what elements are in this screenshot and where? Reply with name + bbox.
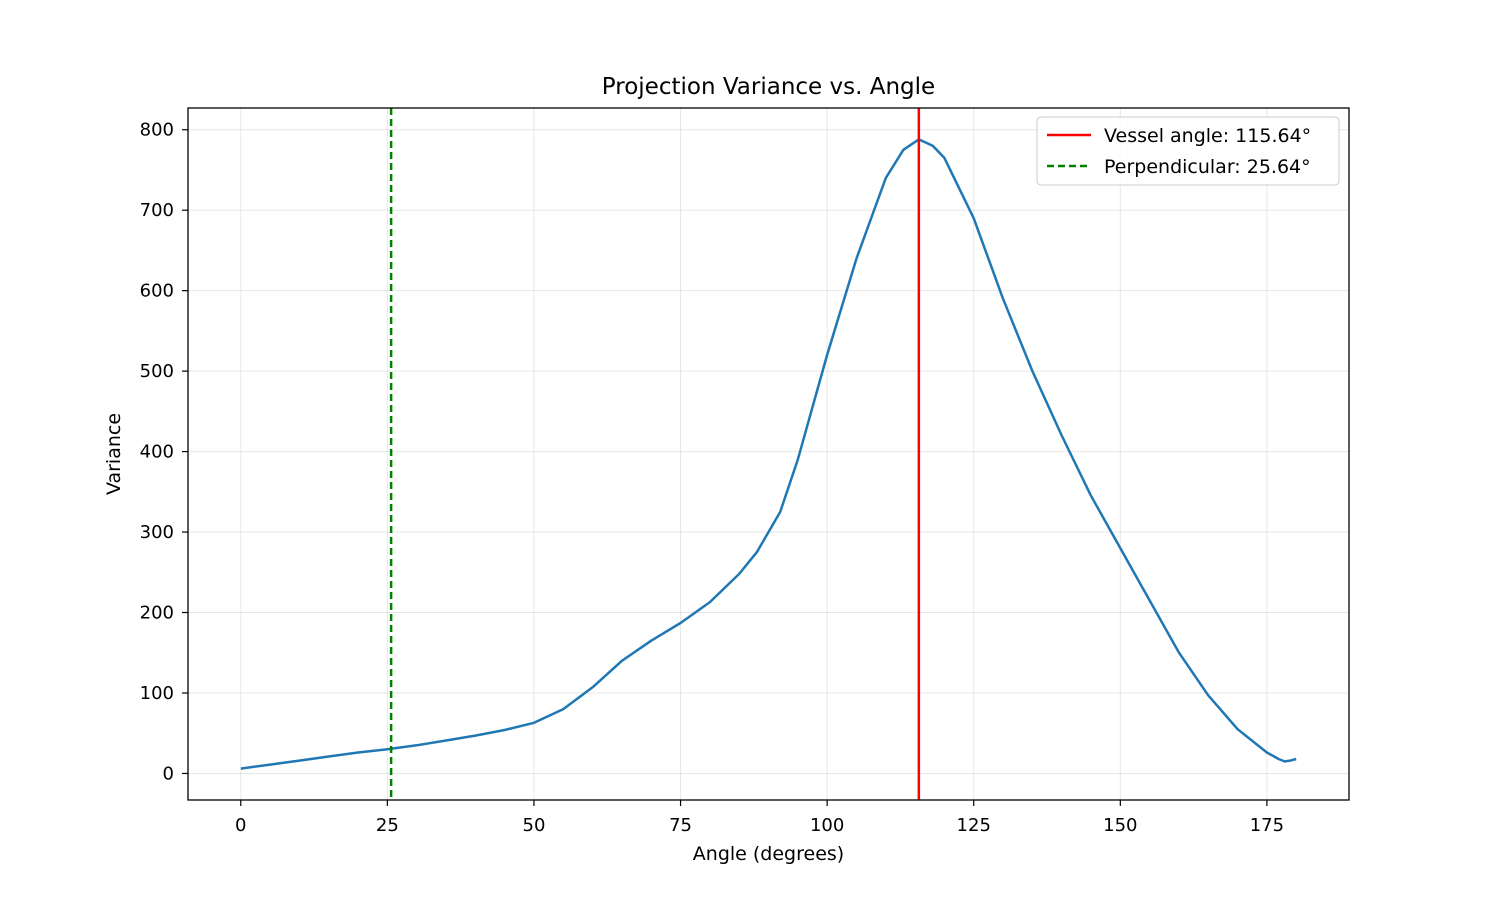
x-tick-label: 150: [1103, 815, 1137, 836]
y-tick-label: 600: [140, 281, 174, 302]
x-axis-label: Angle (degrees): [693, 843, 844, 865]
axes: 0 25 50 75 100 125 150 175 0 100 200 300 400 500 600 70…: [140, 120, 1284, 836]
y-tick-label: 700: [140, 200, 174, 221]
x-tick-label: 50: [523, 815, 546, 836]
variance-line: [240, 138, 1297, 770]
legend-box: [1036, 116, 1340, 186]
x-tick-label: 0: [235, 815, 246, 836]
plot-area: [240, 108, 1297, 800]
y-axis-label: Variance: [103, 413, 125, 495]
legend-label-perpendicular: Perpendicular: 25.64°: [1104, 156, 1311, 178]
y-tick-label: 0: [163, 763, 174, 784]
plot-frame: [187, 107, 1350, 801]
y-tick-label: 100: [140, 683, 174, 704]
chart-title: Projection Variance vs. Angle: [602, 74, 935, 100]
y-tick-label: 500: [140, 361, 174, 382]
y-tick-label: 400: [140, 442, 174, 463]
x-tick-label: 75: [669, 815, 692, 836]
x-tick-label: 175: [1250, 815, 1284, 836]
legend: Vessel angle: 115.64° Perpendicular: 25.…: [1036, 116, 1340, 186]
legend-label-vessel: Vessel angle: 115.64°: [1104, 125, 1311, 147]
x-tick-label: 125: [957, 815, 991, 836]
grid: [188, 108, 1349, 800]
x-tick-label: 25: [376, 815, 399, 836]
x-tick-label: 100: [810, 815, 844, 836]
y-tick-label: 300: [140, 522, 174, 543]
y-tick-label: 200: [140, 603, 174, 624]
y-tick-label: 800: [140, 120, 174, 141]
